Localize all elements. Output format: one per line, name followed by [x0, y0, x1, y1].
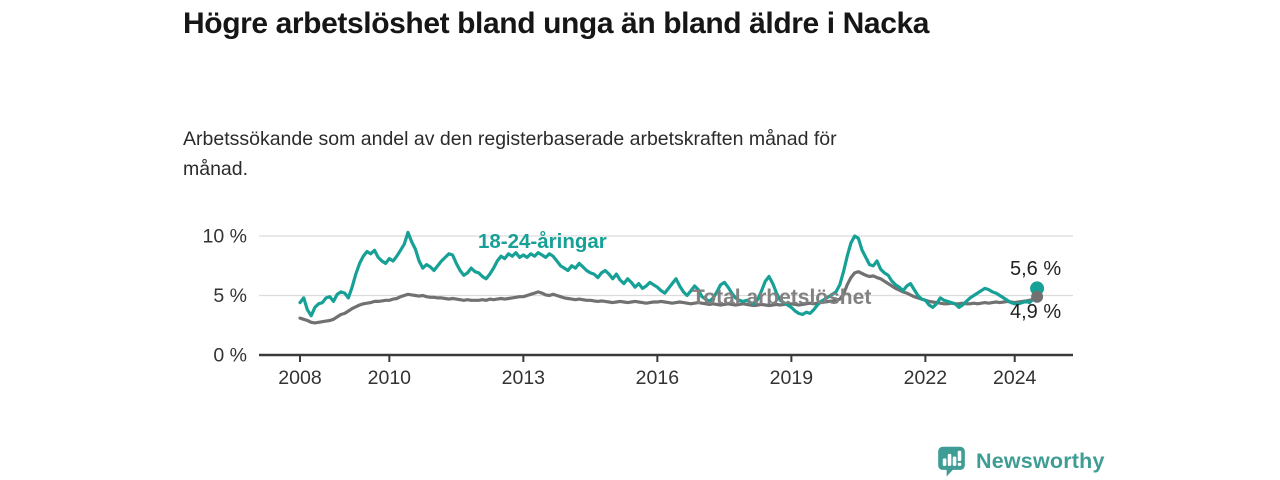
series-line-Total arbetslöshet: [298, 270, 1039, 325]
x-axis-tick-label: 2016: [636, 367, 679, 389]
end-value-label-total: 4,9 %: [1010, 301, 1062, 323]
end-value-label-18-24: 5,6 %: [1010, 258, 1062, 280]
series-label-18-24: 18-24-åringar: [478, 230, 607, 253]
x-axis-tick-label: 2010: [368, 367, 412, 389]
chart-subtitle: Arbetssökande som andel av den registerb…: [183, 124, 1063, 184]
line-chart-plot: 0 % 5 % 10 % 2008 2010 2013 2016 2019 2022 2024: [203, 226, 1073, 389]
series-line-18-24-åringar: [298, 230, 1039, 318]
y-axis-tick-label: 10 %: [203, 226, 247, 248]
newsworthy-logo[interactable]: Newsworthy: [936, 445, 1105, 477]
series-end-dot-Total arbetslöshet: [1031, 290, 1044, 303]
x-axis-tick-label: 2013: [502, 367, 545, 389]
y-axis-tick-label: 0 %: [213, 345, 247, 367]
x-axis-tick-label: 2022: [904, 367, 947, 389]
chart-subtitle-line1: Arbetssökande som andel av den registerb…: [183, 128, 837, 150]
page-title: Högre arbetslöshet bland unga än bland ä…: [183, 7, 930, 40]
x-axis-tick-label: 2024: [993, 367, 1037, 389]
x-axis-tick-label: 2019: [770, 367, 813, 389]
chart-subtitle-line2: månad.: [183, 158, 249, 180]
y-axis-tick-label: 5 %: [213, 285, 247, 307]
newsworthy-icon: [938, 446, 965, 477]
x-axis-tick-label: 2008: [278, 367, 321, 389]
series-label-total: Total arbetslöshet: [692, 286, 872, 309]
newsworthy-wordmark: Newsworthy: [976, 448, 1105, 473]
